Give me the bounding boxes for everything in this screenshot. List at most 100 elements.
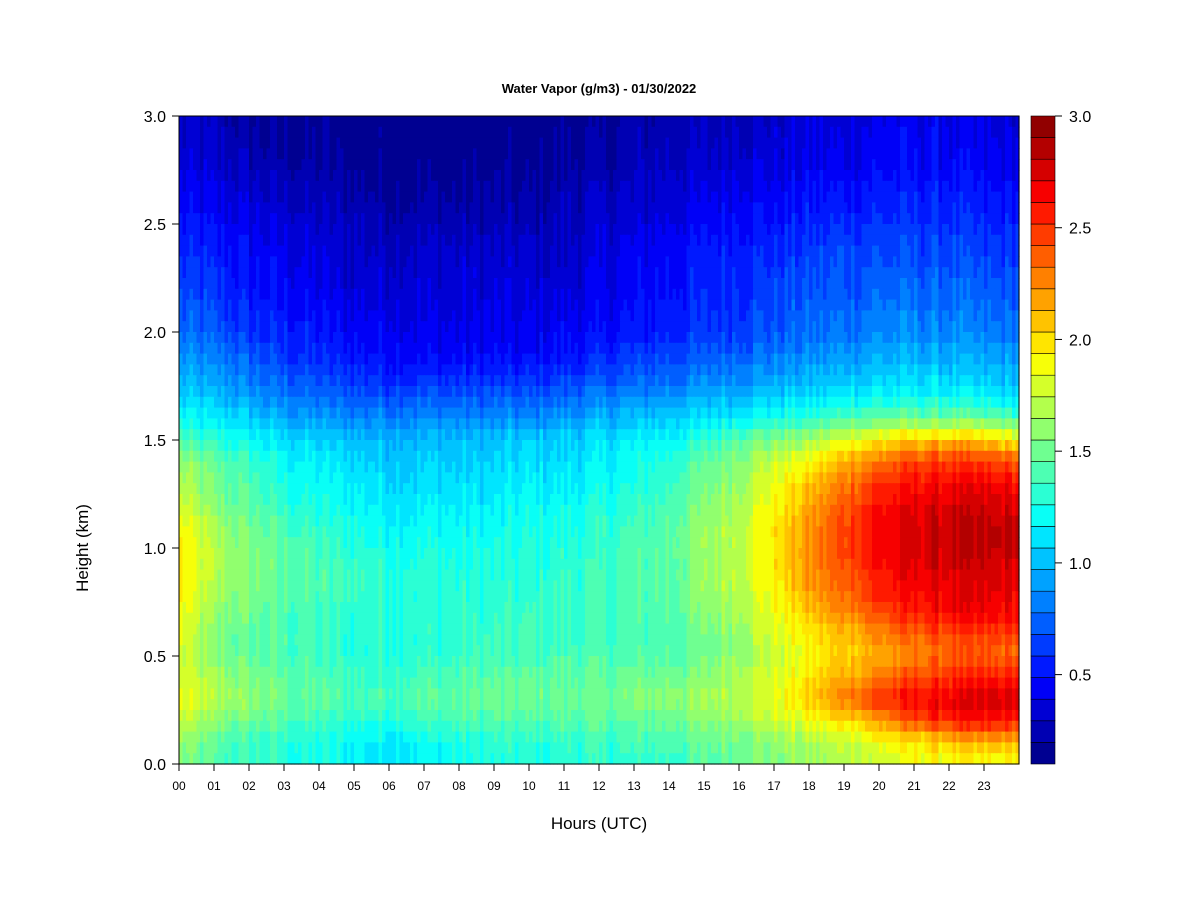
heatmap-cell <box>809 256 814 268</box>
heatmap-cell <box>242 202 247 214</box>
heatmap-cell <box>1015 299 1020 311</box>
heatmap-cell <box>252 126 257 139</box>
heatmap-cell <box>438 332 443 344</box>
heatmap-cell <box>179 310 184 322</box>
heatmap-cell <box>1015 310 1020 322</box>
heatmap-cell <box>452 191 457 203</box>
heatmap-cell <box>697 148 702 160</box>
heatmap-cell <box>399 299 404 311</box>
heatmap-cell <box>991 159 996 171</box>
heatmap-cell <box>557 170 562 182</box>
heatmap-cell <box>424 170 429 182</box>
heatmap-cell <box>553 180 558 193</box>
heatmap-cell <box>865 321 870 333</box>
heatmap-cell <box>707 137 712 149</box>
heatmap-cell <box>886 213 891 225</box>
heatmap-cell <box>700 191 705 203</box>
heatmap-cell <box>224 180 229 193</box>
heatmap-cell <box>434 278 439 290</box>
heatmap-cell <box>924 170 929 182</box>
heatmap-cell <box>343 170 348 182</box>
heatmap-cell <box>550 332 555 344</box>
heatmap-cell <box>781 116 786 128</box>
heatmap-cell <box>200 137 205 149</box>
heatmap-cell <box>613 299 618 311</box>
heatmap-cell <box>326 148 331 160</box>
heatmap-cell <box>336 234 341 247</box>
heatmap-cell <box>840 288 845 301</box>
heatmap-cell <box>186 170 191 182</box>
heatmap-cell <box>823 321 828 333</box>
heatmap-cell <box>420 234 425 247</box>
heatmap-cell <box>189 202 194 214</box>
heatmap-cell <box>928 137 933 149</box>
heatmap-cell <box>599 159 604 171</box>
heatmap-cell <box>942 224 947 236</box>
heatmap-cell <box>1005 245 1010 257</box>
heatmap-cell <box>910 267 915 279</box>
heatmap-cell <box>497 137 502 149</box>
heatmap-cell <box>571 288 576 301</box>
heatmap-cell <box>770 180 775 193</box>
heatmap-cell <box>249 278 254 290</box>
heatmap-cell <box>809 310 814 322</box>
heatmap-cell <box>973 245 978 257</box>
heatmap-cell <box>221 180 226 193</box>
heatmap-cell <box>466 299 471 311</box>
heatmap-cell <box>340 213 345 225</box>
heatmap-cell <box>609 310 614 322</box>
heatmap-cell <box>483 224 488 236</box>
heatmap-cell <box>728 310 733 322</box>
heatmap-cell <box>186 126 191 139</box>
heatmap-cell <box>543 202 548 214</box>
heatmap-cell <box>473 256 478 268</box>
heatmap-cell <box>728 245 733 257</box>
heatmap-cell <box>294 245 299 257</box>
heatmap-cell <box>665 299 670 311</box>
heatmap-cell <box>630 213 635 225</box>
heatmap-cell <box>315 159 320 171</box>
heatmap-cell <box>970 202 975 214</box>
heatmap-cell <box>844 213 849 225</box>
heatmap-cell <box>735 234 740 247</box>
heatmap-cell <box>504 180 509 193</box>
heatmap-cell <box>942 245 947 257</box>
heatmap-cell <box>728 126 733 139</box>
heatmap-cell <box>770 116 775 128</box>
heatmap-cell <box>630 321 635 333</box>
heatmap-cell <box>805 267 810 279</box>
heatmap-cell <box>977 321 982 333</box>
heatmap-cell <box>889 234 894 247</box>
heatmap-cell <box>574 256 579 268</box>
heatmap-cell <box>214 159 219 171</box>
heatmap-cell <box>854 234 859 247</box>
heatmap-cell <box>592 245 597 257</box>
heatmap-cell <box>490 256 495 268</box>
heatmap-cell <box>315 332 320 344</box>
heatmap-cell <box>914 288 919 301</box>
heatmap-cell <box>424 321 429 333</box>
heatmap-cell <box>501 299 506 311</box>
heatmap-cell <box>767 332 772 344</box>
heatmap-cell <box>851 288 856 301</box>
heatmap-cell <box>742 191 747 203</box>
heatmap-cell <box>266 299 271 311</box>
heatmap-cell <box>452 116 457 128</box>
heatmap-cell <box>844 180 849 193</box>
heatmap-cell <box>889 321 894 333</box>
heatmap-cell <box>487 180 492 193</box>
heatmap-cell <box>522 224 527 236</box>
heatmap-cell <box>266 126 271 139</box>
heatmap-cell <box>795 137 800 149</box>
heatmap-cell <box>431 191 436 203</box>
heatmap-cell <box>508 256 513 268</box>
heatmap-cell <box>207 191 212 203</box>
heatmap-cell <box>483 116 488 128</box>
heatmap-cell <box>676 332 681 344</box>
heatmap-cell <box>350 159 355 171</box>
heatmap-cell <box>739 213 744 225</box>
heatmap-cell <box>942 299 947 311</box>
heatmap-cell <box>693 213 698 225</box>
heatmap-cell <box>336 299 341 311</box>
heatmap-cell <box>599 170 604 182</box>
